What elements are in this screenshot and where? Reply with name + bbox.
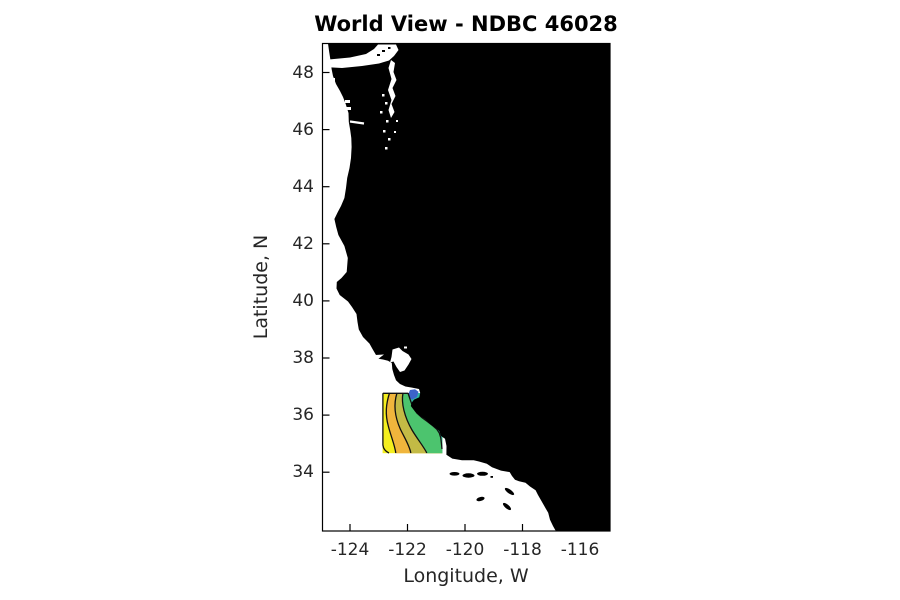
- x-tick-label: -118: [503, 540, 542, 560]
- island-speck: [382, 50, 385, 52]
- axes-box: [321, 42, 611, 532]
- region-border-left: [382, 393, 390, 454]
- willapa-bay: [346, 107, 351, 110]
- y-tick-label: 40: [292, 290, 314, 311]
- puget-speck: [383, 130, 386, 133]
- puget-speck: [385, 102, 388, 105]
- y-tick-marks: [322, 71, 610, 473]
- san-juan-islands: [377, 47, 391, 56]
- puget-speck: [385, 147, 388, 150]
- island-san-nicolas: [476, 496, 485, 502]
- isoline-2: [394, 392, 412, 454]
- island-santa-catalina: [504, 487, 515, 496]
- strait-of-juan-de-fuca: [323, 44, 399, 68]
- inland-waters: [323, 44, 412, 372]
- y-tick-label: 34: [292, 462, 314, 483]
- puget-speck: [386, 120, 389, 123]
- y-tick-label: 48: [292, 62, 314, 83]
- x-tick-marks: [349, 43, 581, 531]
- x-tick-label: -122: [388, 540, 427, 560]
- coastal-lake: [334, 86, 337, 89]
- island-san-clemente: [502, 502, 512, 511]
- puget-speck: [394, 131, 396, 133]
- plot-border: [321, 42, 611, 532]
- island-speck: [377, 54, 380, 56]
- puget-sound: [388, 60, 397, 118]
- puget-speck: [388, 138, 391, 141]
- puget-speck: [396, 120, 398, 122]
- landmass-west-coast: [328, 43, 610, 531]
- y-tick-label: 38: [292, 348, 314, 368]
- puget-speck: [382, 94, 385, 97]
- san-francisco-bay: [390, 347, 412, 372]
- x-tick-label: -116: [560, 540, 600, 560]
- island-santa-rosa: [462, 473, 475, 478]
- x-tick-label: -120: [445, 540, 485, 560]
- channel-islands: [449, 471, 515, 511]
- y-tick-label: 46: [292, 119, 314, 140]
- grays-harbor: [345, 100, 350, 103]
- san-pablo-bay: [404, 346, 407, 349]
- columbia-river: [349, 120, 365, 125]
- y-tick-label: 36: [292, 405, 314, 426]
- x-tick-label: -124: [330, 540, 370, 560]
- puget-speck: [380, 111, 383, 114]
- plot-title: World View - NDBC 46028: [314, 12, 618, 36]
- island-san-miguel: [449, 472, 460, 476]
- drakes-bay: [375, 354, 384, 360]
- isoline-3: [401, 392, 428, 454]
- island-santa-cruz: [477, 471, 488, 476]
- coastal-lake: [333, 78, 335, 82]
- island-speck: [388, 47, 391, 49]
- contour-patch-blue: [408, 389, 419, 400]
- x-axis-label: Longitude, W: [403, 565, 529, 587]
- y-tick-label: 44: [292, 176, 314, 197]
- island-anacapa: [490, 476, 493, 478]
- isoline-1: [385, 392, 397, 454]
- y-tick-label: 42: [292, 233, 314, 254]
